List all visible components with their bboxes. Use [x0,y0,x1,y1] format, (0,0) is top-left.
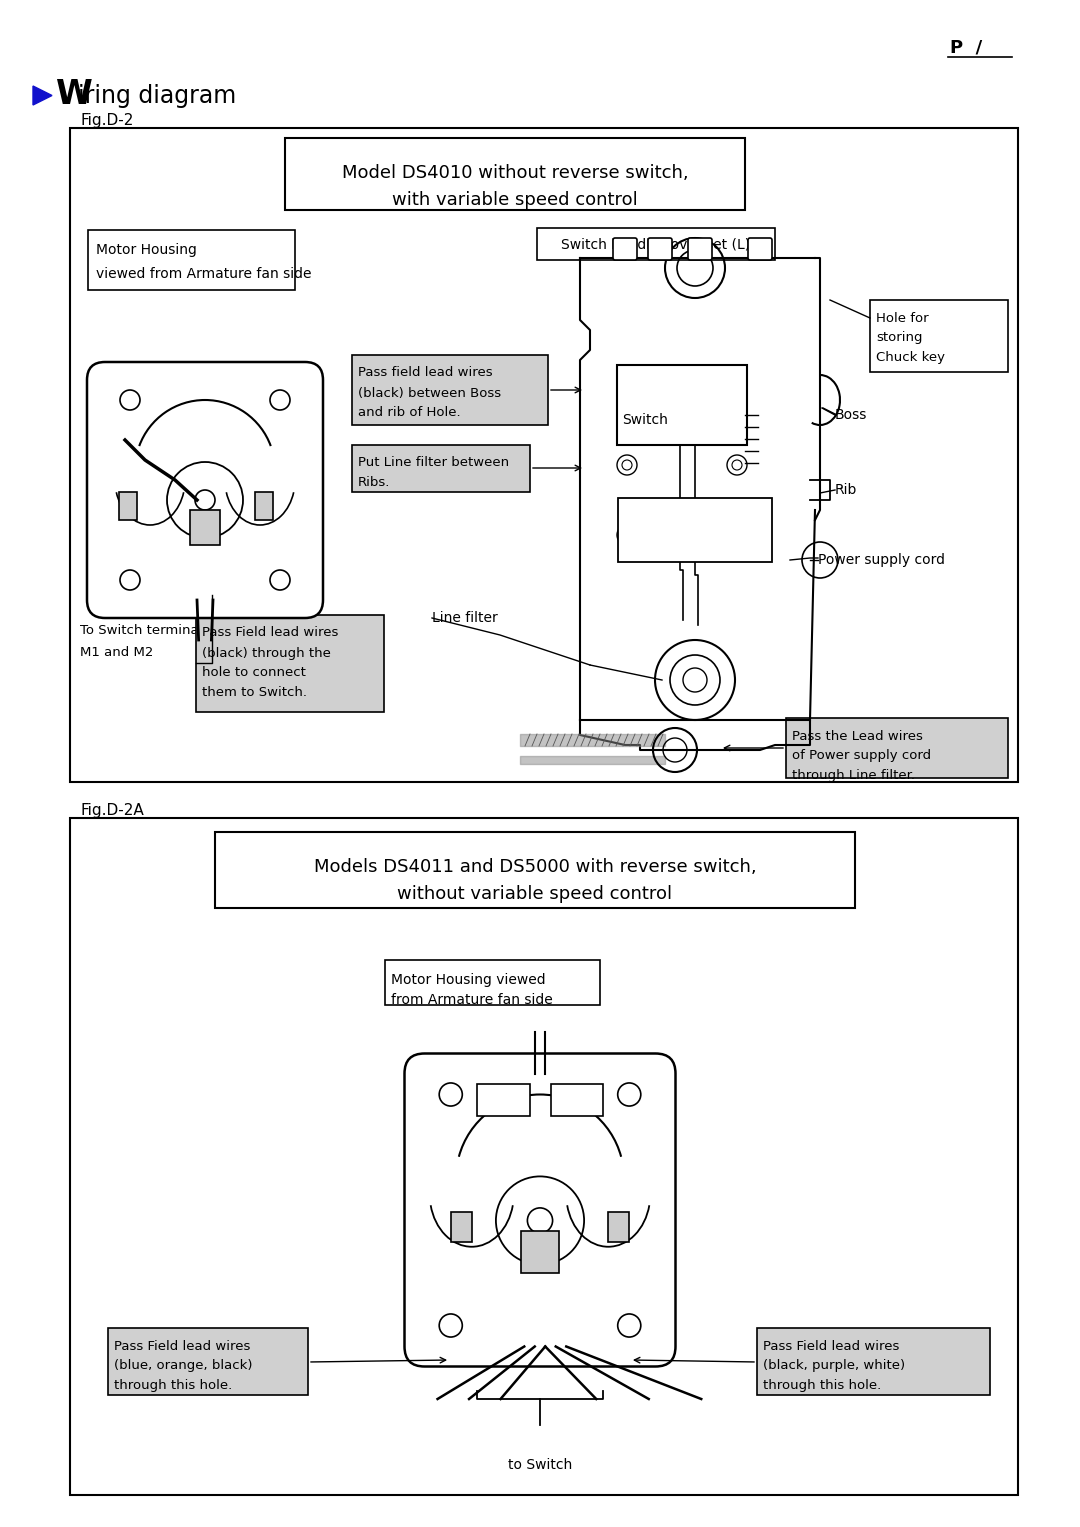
Text: P  /: P / [950,40,982,56]
Text: Pass the Lead wires: Pass the Lead wires [792,730,923,742]
FancyBboxPatch shape [522,1231,559,1274]
Text: Pass field lead wires: Pass field lead wires [357,366,492,380]
Text: Power supply cord: Power supply cord [818,553,945,567]
FancyBboxPatch shape [352,444,530,492]
Text: To Switch terminals: To Switch terminals [80,623,210,637]
FancyBboxPatch shape [70,128,1018,782]
FancyBboxPatch shape [352,354,548,425]
Text: Hole for: Hole for [876,312,929,325]
Text: viewed from Armature fan side: viewed from Armature fan side [96,267,311,281]
Text: Motor Housing: Motor Housing [96,243,197,257]
Text: Fig.D-2: Fig.D-2 [80,113,133,127]
FancyBboxPatch shape [551,1084,603,1116]
FancyBboxPatch shape [87,362,323,618]
FancyBboxPatch shape [285,137,745,211]
FancyBboxPatch shape [537,228,775,260]
FancyBboxPatch shape [617,365,747,444]
Text: without variable speed control: without variable speed control [397,886,673,902]
Text: Motor Housing viewed: Motor Housing viewed [391,973,545,986]
FancyBboxPatch shape [215,832,855,909]
FancyBboxPatch shape [70,818,1018,1495]
FancyBboxPatch shape [748,238,772,260]
FancyBboxPatch shape [384,960,600,1005]
Text: Ribs.: Ribs. [357,476,390,490]
Text: Pass Field lead wires: Pass Field lead wires [202,626,338,640]
Text: Pass Field lead wires: Pass Field lead wires [762,1339,900,1353]
Text: Switch: Switch [622,412,667,428]
Text: storing: storing [876,331,922,345]
Text: Boss: Boss [835,408,867,421]
Text: W: W [56,78,93,111]
Text: Pass Field lead wires: Pass Field lead wires [114,1339,251,1353]
Text: Fig.D-2A: Fig.D-2A [80,803,144,817]
Text: Switch handle cover set (L): Switch handle cover set (L) [562,237,751,250]
Text: (black, purple, white): (black, purple, white) [762,1359,905,1373]
Text: iring diagram: iring diagram [78,84,237,108]
Text: with variable speed control: with variable speed control [392,191,638,209]
Polygon shape [33,86,52,105]
FancyBboxPatch shape [618,498,772,562]
FancyBboxPatch shape [190,510,220,545]
FancyBboxPatch shape [108,1328,308,1396]
Text: to Switch: to Switch [508,1458,572,1472]
FancyBboxPatch shape [870,299,1008,373]
Text: Line filter: Line filter [432,611,498,625]
FancyBboxPatch shape [450,1212,472,1241]
Text: them to Switch.: them to Switch. [202,687,307,699]
FancyBboxPatch shape [87,231,295,290]
Text: Models DS4011 and DS5000 with reverse switch,: Models DS4011 and DS5000 with reverse sw… [313,858,756,876]
FancyBboxPatch shape [608,1212,630,1241]
Text: through this hole.: through this hole. [762,1379,881,1393]
Text: M1 and M2: M1 and M2 [80,646,153,658]
Text: Put Line filter between: Put Line filter between [357,457,509,469]
Text: through this hole.: through this hole. [114,1379,232,1393]
FancyBboxPatch shape [405,1054,675,1367]
Text: through Line filter.: through Line filter. [792,770,915,782]
FancyBboxPatch shape [119,492,137,521]
FancyBboxPatch shape [477,1084,529,1116]
Text: and rib of Hole.: and rib of Hole. [357,406,461,420]
Text: Model DS4010 without reverse switch,: Model DS4010 without reverse switch, [341,163,688,182]
Text: from Armature fan side: from Armature fan side [391,993,553,1006]
FancyBboxPatch shape [648,238,672,260]
Text: hole to connect: hole to connect [202,666,306,680]
Text: (black) between Boss: (black) between Boss [357,386,501,400]
Text: (blue, orange, black): (blue, orange, black) [114,1359,253,1373]
FancyBboxPatch shape [688,238,712,260]
FancyBboxPatch shape [757,1328,990,1396]
Text: Chuck key: Chuck key [876,351,945,365]
FancyBboxPatch shape [255,492,273,521]
FancyBboxPatch shape [613,238,637,260]
FancyBboxPatch shape [195,615,384,712]
Text: (black) through the: (black) through the [202,646,330,660]
Text: of Power supply cord: of Power supply cord [792,750,931,762]
Text: Rib: Rib [835,483,858,496]
FancyBboxPatch shape [786,718,1008,777]
